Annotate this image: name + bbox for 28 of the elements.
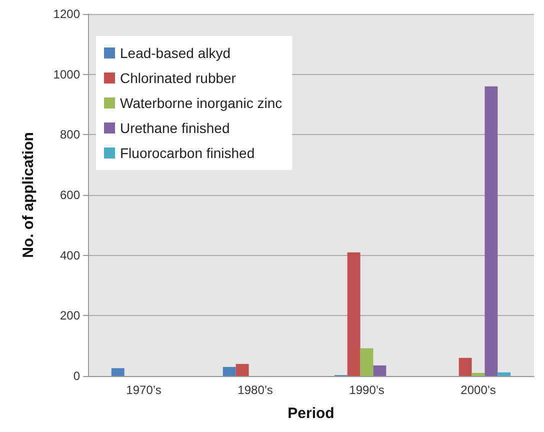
bar [360, 348, 374, 376]
bar [111, 368, 124, 376]
bar [498, 372, 511, 376]
bar [484, 86, 498, 376]
bar [347, 252, 360, 376]
x-tick-label: 1980’s [238, 383, 273, 397]
y-tick-label: 600 [60, 188, 80, 202]
legend-label: Waterborne inorganic zinc [120, 95, 282, 111]
bar [472, 372, 485, 376]
x-axis-title: Period [288, 405, 334, 422]
bar [373, 365, 386, 376]
bar [236, 364, 249, 376]
y-axis-title: No. of application [20, 132, 37, 258]
y-tick-label: 1000 [53, 67, 80, 82]
legend-label: Chlorinated rubber [120, 70, 236, 86]
bar [222, 366, 236, 376]
legend-label: Urethane finished [120, 120, 230, 136]
x-tick-label: 2000’s [460, 383, 496, 397]
x-tick-label: 1990’s [349, 383, 384, 397]
y-tick-label: 200 [60, 308, 80, 323]
bar [458, 358, 472, 376]
y-tick-label: 400 [60, 248, 80, 262]
legend-label: Lead-based alkyd [120, 45, 231, 61]
legend-label: Fluorocarbon finished [120, 145, 255, 161]
x-tick-label: 1970’s [126, 383, 162, 397]
y-tick-label: 800 [60, 128, 80, 142]
y-tick-label: 0 [73, 369, 80, 383]
y-tick-label: 1200 [53, 7, 80, 21]
